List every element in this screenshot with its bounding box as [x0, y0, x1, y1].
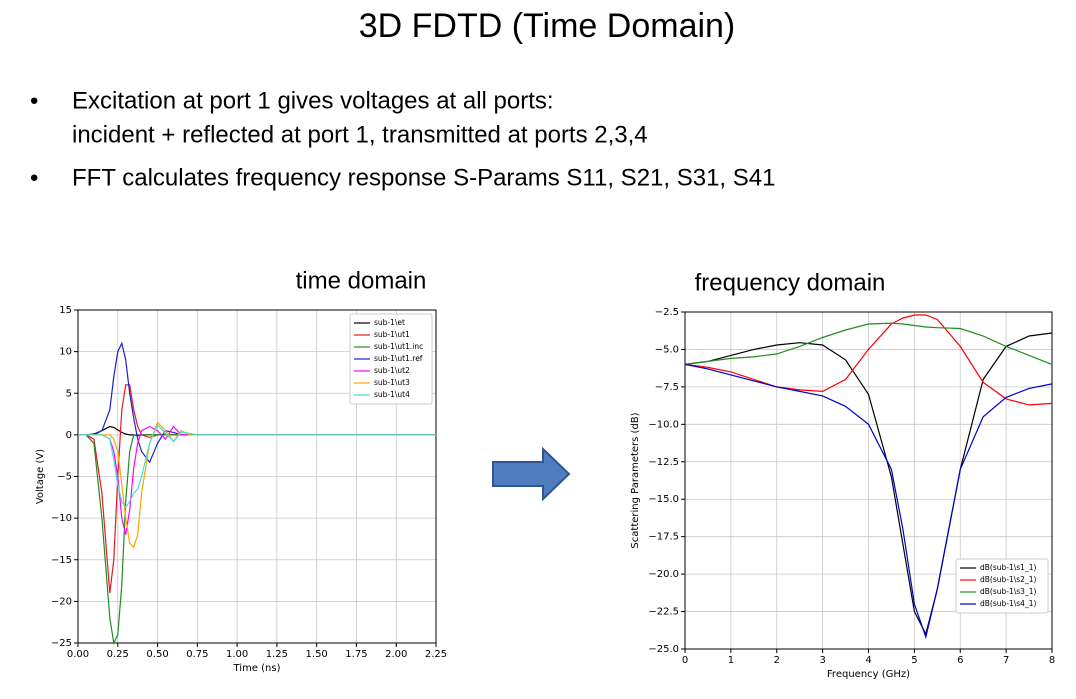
legend-label: sub-1\ut1.inc	[374, 342, 423, 351]
legend-label: sub-1\ut4	[374, 390, 410, 399]
legend-box	[349, 313, 433, 405]
plot-frame	[684, 311, 1053, 650]
series-line	[684, 314, 1053, 406]
y-tick-label: −5	[57, 472, 72, 483]
y-tick-label: −15	[51, 555, 72, 566]
bullet: •	[30, 87, 38, 114]
x-tick-label: 0.25	[107, 649, 129, 660]
legend-label: sub-1\ut2	[374, 366, 410, 375]
series-line	[78, 423, 436, 509]
series-line	[684, 363, 1053, 640]
x-tick-label: 3	[819, 655, 825, 666]
x-tick-label: 5	[911, 655, 917, 666]
legend-label: sub-1\ut1.ref	[374, 354, 423, 363]
y-tick-label: −10	[51, 513, 72, 524]
y-tick-label: −17.5	[648, 532, 679, 543]
y-tick-label: −2.5	[655, 307, 679, 318]
x-tick-label: 6	[957, 655, 963, 666]
x-tick-label: 2.00	[385, 649, 407, 660]
series-line	[78, 434, 436, 645]
x-axis-label: Time (ns)	[232, 663, 280, 674]
bullet: •	[30, 164, 38, 191]
y-tick-label: −25	[51, 638, 72, 649]
y-tick-label: 10	[59, 347, 72, 358]
legend-label: dB(sub-1\s4_1)	[980, 599, 1036, 608]
y-tick-label: −5.0	[655, 344, 679, 355]
x-tick-label: 2.25	[425, 649, 447, 660]
x-tick-label: 1.75	[345, 649, 367, 660]
x-tick-label: 0	[682, 655, 688, 666]
y-tick-label: −7.5	[655, 382, 679, 393]
legend-label: dB(sub-1\s2_1)	[980, 575, 1036, 584]
x-tick-label: 4	[865, 655, 871, 666]
legend-label: sub-1\et	[374, 318, 405, 327]
x-tick-label: 7	[1003, 655, 1009, 666]
y-tick-label: 0	[66, 430, 72, 441]
x-tick-label: 1	[728, 655, 734, 666]
y-axis-label: Scattering Parameters (dB)	[630, 412, 641, 548]
legend-box	[955, 558, 1049, 614]
legend-label: dB(sub-1\s1_1)	[980, 563, 1036, 572]
series-line	[684, 332, 1053, 636]
bullet-text: FFT calculates frequency response S-Para…	[72, 164, 775, 191]
y-tick-label: −10.0	[648, 419, 679, 430]
arrow	[492, 446, 571, 502]
y-tick-label: −12.5	[648, 457, 679, 468]
y-tick-label: −22.5	[648, 607, 679, 618]
x-tick-label: 0.75	[186, 649, 208, 660]
x-tick-label: 1.00	[226, 649, 248, 660]
plot-frame	[77, 309, 437, 644]
y-tick-label: −15.0	[648, 494, 679, 505]
x-tick-label: 1.25	[266, 649, 288, 660]
x-tick-label: 1.50	[306, 649, 328, 660]
y-axis-label: Voltage (V)	[35, 449, 46, 504]
slide-title: 3D FDTD (Time Domain)	[359, 7, 736, 45]
legend-label: dB(sub-1\s3_1)	[980, 587, 1036, 596]
x-tick-label: 0.50	[146, 649, 168, 660]
y-tick-label: −25.0	[648, 644, 679, 655]
x-axis-label: Frequency (GHz)	[827, 669, 910, 680]
x-tick-label: 8	[1049, 655, 1055, 666]
x-tick-label: 2	[774, 655, 780, 666]
chart-title: time domain	[296, 267, 427, 294]
y-tick-label: −20.0	[648, 569, 679, 580]
bullet-text: incident + reflected at port 1, transmit…	[72, 121, 648, 148]
legend-label: sub-1\ut1	[374, 330, 410, 339]
x-tick-label: 0.00	[67, 649, 89, 660]
y-tick-label: 15	[59, 305, 72, 316]
legend-label: sub-1\ut3	[374, 378, 410, 387]
series-line	[684, 322, 1053, 365]
chart-title: frequency domain	[695, 269, 886, 296]
y-tick-label: 5	[66, 388, 72, 399]
y-tick-label: −20	[51, 596, 72, 607]
bullet-text: Excitation at port 1 gives voltages at a…	[72, 87, 554, 114]
